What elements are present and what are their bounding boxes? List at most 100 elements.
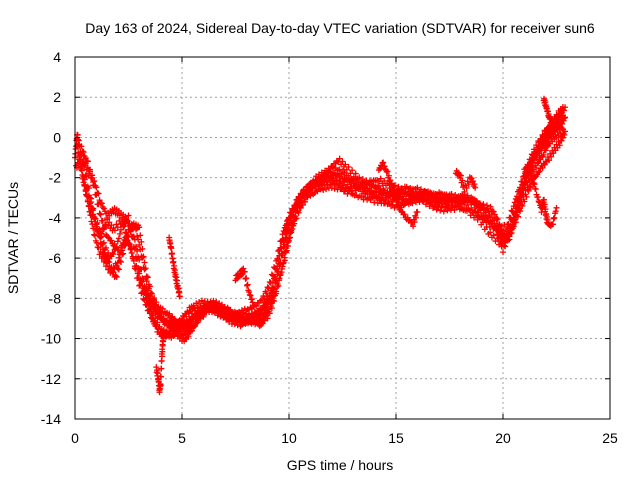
data-point — [94, 225, 101, 232]
data-point — [274, 271, 281, 278]
data-point — [536, 168, 543, 175]
y-tick-label: -10 — [41, 331, 61, 347]
data-point — [154, 367, 161, 374]
data-point — [562, 128, 569, 135]
data-point — [86, 194, 93, 201]
data-point — [368, 187, 375, 194]
data-point — [432, 194, 439, 201]
data-point — [243, 282, 250, 289]
data-point — [440, 208, 447, 215]
data-point — [209, 307, 216, 314]
data-point — [137, 232, 144, 239]
y-tick-label: 2 — [53, 89, 61, 105]
data-point — [159, 348, 166, 355]
series-spike-1 — [153, 327, 167, 396]
data-point — [393, 191, 399, 198]
data-point — [147, 290, 154, 297]
data-point — [79, 148, 86, 155]
data-point — [316, 177, 323, 184]
data-point — [539, 164, 546, 171]
data-point — [271, 264, 278, 271]
data-point — [411, 197, 418, 204]
data-point — [535, 198, 542, 205]
data-point — [407, 199, 414, 206]
data-point — [448, 198, 455, 205]
data-point — [271, 286, 278, 293]
data-point — [138, 238, 145, 245]
data-point — [266, 310, 273, 317]
data-point — [138, 279, 145, 286]
data-point — [523, 193, 530, 200]
data-point — [278, 237, 285, 244]
data-point — [276, 275, 283, 282]
data-point — [157, 373, 164, 380]
data-point — [272, 265, 279, 272]
data-point — [459, 195, 466, 202]
data-point — [233, 309, 240, 316]
data-point — [518, 194, 525, 201]
plot-frame — [74, 56, 611, 420]
data-point — [216, 306, 223, 313]
data-point — [339, 158, 346, 165]
data-point — [389, 201, 396, 208]
data-point — [354, 179, 361, 186]
data-point — [109, 249, 116, 256]
data-point — [461, 188, 468, 195]
data-point — [172, 271, 179, 278]
data-point — [193, 320, 200, 327]
data-point — [244, 281, 251, 288]
data-point — [557, 116, 564, 123]
data-point — [113, 244, 120, 251]
data-point — [336, 155, 343, 162]
data-point — [152, 301, 159, 308]
data-point — [120, 250, 127, 257]
data-point — [237, 312, 244, 319]
data-point — [159, 305, 166, 312]
data-point — [293, 215, 300, 222]
data-point — [471, 196, 478, 203]
data-point — [287, 219, 294, 226]
data-point — [290, 212, 297, 219]
data-point — [319, 175, 326, 182]
data-point — [430, 205, 437, 212]
data-point — [246, 288, 253, 295]
data-point — [289, 226, 296, 233]
data-point — [551, 214, 558, 221]
data-point — [123, 239, 130, 246]
data-point — [131, 245, 138, 252]
data-point — [107, 265, 114, 272]
data-point — [160, 334, 167, 341]
data-point — [247, 292, 254, 299]
data-point — [483, 223, 490, 230]
data-point — [101, 251, 108, 258]
data-point — [397, 190, 404, 197]
data-point — [103, 244, 110, 251]
series-burst-1 — [232, 265, 256, 306]
data-point — [537, 135, 544, 142]
data-point — [259, 320, 266, 327]
data-point — [176, 293, 183, 300]
data-point — [557, 130, 564, 137]
data-point — [384, 168, 391, 175]
data-point — [528, 159, 535, 166]
data-point — [364, 185, 371, 192]
data-point — [345, 164, 352, 171]
data-point — [248, 296, 255, 303]
data-point — [137, 276, 144, 283]
data-point — [267, 294, 274, 301]
data-point — [463, 185, 470, 192]
data-point — [550, 215, 557, 222]
data-point — [540, 142, 547, 149]
data-point — [526, 183, 533, 190]
data-point — [91, 182, 98, 189]
series-burst-2 — [256, 293, 271, 330]
data-point — [279, 231, 286, 238]
data-point — [93, 191, 100, 198]
data-point — [381, 177, 388, 184]
data-point — [347, 170, 354, 177]
data-point — [387, 177, 394, 184]
data-point — [85, 202, 92, 209]
data-point — [548, 153, 555, 160]
data-point — [111, 227, 118, 234]
